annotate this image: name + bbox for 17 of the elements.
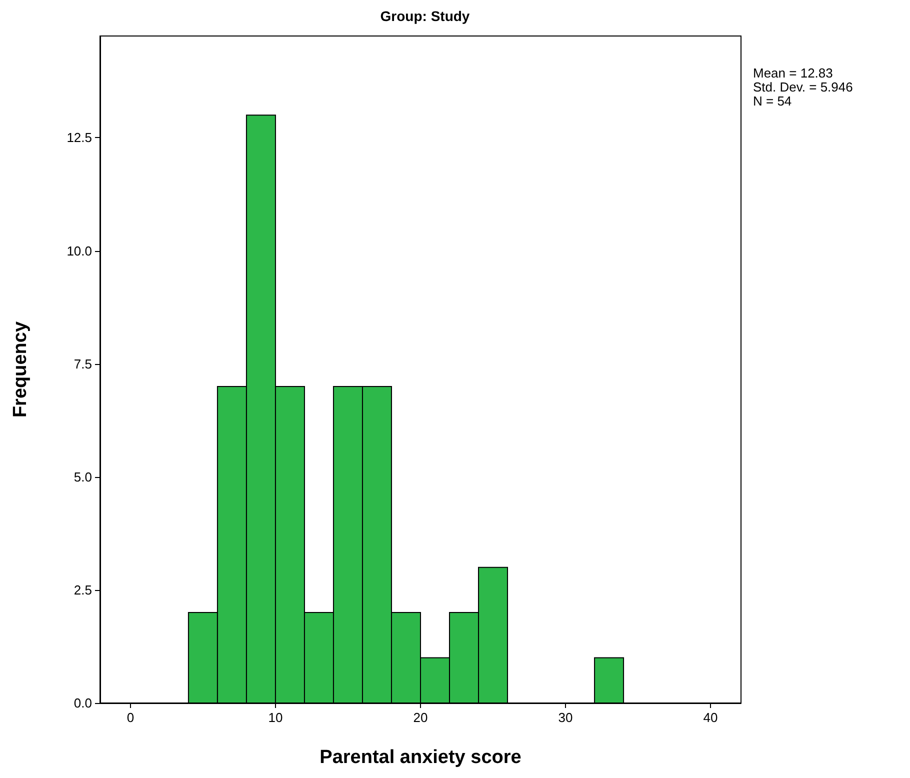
x-tick-label: 10 bbox=[268, 710, 283, 725]
y-tick-label: 5.0 bbox=[74, 469, 92, 484]
text: N = 54 bbox=[753, 94, 792, 108]
y-tick-label: 12.5 bbox=[66, 130, 92, 146]
x-tick-label: 30 bbox=[558, 710, 573, 725]
y-tick-label: 2.5 bbox=[74, 582, 92, 598]
x-axis-title: Parental anxiety score bbox=[320, 747, 522, 768]
y-axis-title: Frequency bbox=[10, 321, 31, 418]
x-tick-label: 40 bbox=[703, 710, 718, 725]
y-tick-label: 7.5 bbox=[74, 356, 92, 372]
chart-title: Group: Study bbox=[380, 8, 470, 24]
y-tick-label: 10.0 bbox=[66, 243, 92, 258]
x-tick-label: 0 bbox=[126, 710, 134, 725]
text: Std. Dev. = 5.946 bbox=[753, 80, 853, 94]
text: Mean = 12.83 bbox=[753, 66, 833, 80]
x-tick-label: 20 bbox=[413, 710, 428, 725]
y-tick-label: 0.0 bbox=[74, 696, 92, 710]
